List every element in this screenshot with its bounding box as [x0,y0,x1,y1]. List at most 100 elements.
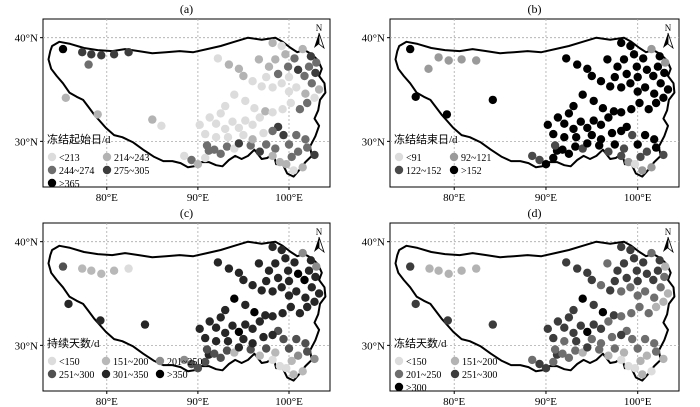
legend-label: 201~250 [167,357,202,368]
station-point [248,120,257,129]
station-point [239,334,248,344]
station-point [279,334,288,344]
station-point [619,144,629,153]
station-point [578,294,587,303]
map-panel-c: (c) 80°E 90°E 100°E 40°N 30°N N 持续天数/d <150 151~2… [15,206,331,407]
station-point [472,56,481,65]
station-point [596,120,606,129]
station-point [528,355,537,365]
station-point [572,133,581,142]
station-point [298,248,307,258]
station-point [560,337,569,346]
station-point [271,259,280,268]
station-point [303,143,312,152]
legend-label: <150 [59,357,80,368]
legend-label: >350 [167,370,188,381]
station-point [193,364,203,373]
station-point [275,157,285,167]
station-point [543,324,552,333]
station-point [587,130,596,140]
station-point [596,77,606,86]
station-point [642,147,652,156]
station-point [273,69,283,79]
legend-swatch [155,356,165,366]
station-point [647,367,656,376]
station-point [571,142,580,151]
station-point [268,83,277,92]
station-point [287,356,296,366]
station-point [647,248,656,258]
station-point [284,87,294,96]
legend-label: <91 [406,153,422,164]
station-point [293,351,303,360]
station-point [314,289,324,298]
legend-swatch [394,165,404,175]
station-point [617,287,626,296]
station-point [617,330,626,340]
station-point [97,51,106,60]
station-point [201,129,210,139]
legend-swatch [449,165,459,175]
station-point [295,309,305,318]
station-point [558,145,567,154]
station-point [300,71,309,81]
station-point [306,256,316,265]
station-point [434,53,443,62]
station-point [583,64,592,74]
station-point [78,264,87,273]
legend-label: >365 [59,179,80,190]
station-point [268,38,277,48]
station-point [284,276,294,286]
station-point [549,153,558,163]
station-point [636,356,645,366]
station-point [550,345,560,354]
station-point [617,242,626,252]
station-point [275,361,285,371]
station-point [292,130,301,140]
station-point [660,272,669,282]
station-point [633,87,642,96]
station-point [221,305,230,315]
legend-label: 301~350 [113,370,148,381]
station-point [564,353,574,362]
legend-label: 214~243 [114,153,149,164]
station-point [223,337,233,346]
north-arrow-left [314,33,319,48]
station-point [307,283,316,292]
station-point [248,281,257,290]
north-arrow-right [667,236,674,254]
station-point [598,104,608,113]
station-point [268,242,277,252]
station-point [663,85,673,94]
station-point [264,62,274,71]
station-point [651,143,661,152]
station-point [656,283,665,292]
station-point [626,245,635,255]
station-point [622,273,631,283]
station-point [241,300,250,310]
station-point [629,254,639,263]
station-point [603,55,612,64]
station-point [564,149,574,158]
station-point [268,126,277,136]
station-point [259,332,268,342]
station-point [564,109,574,118]
map-panel-d: (d) 80°E 90°E 100°E 40°N 30°N N 冻结天数/d <150 151~2… [362,206,680,407]
north-arrow-icon: N [663,227,674,254]
station-point [624,157,633,167]
station-point [241,116,250,125]
station-point [310,93,319,103]
station-point [257,286,266,295]
station-point [224,264,234,273]
station-point [195,324,204,333]
station-point [587,275,596,285]
station-point [312,262,321,271]
station-point [234,343,244,352]
legend: 冻结天数/d <150 151~200 201~250 251~300 >300 [394,336,497,394]
station-point [578,90,587,99]
station-point [613,62,622,71]
station-point [651,302,661,312]
station-point [549,333,558,343]
station-point [550,141,560,150]
